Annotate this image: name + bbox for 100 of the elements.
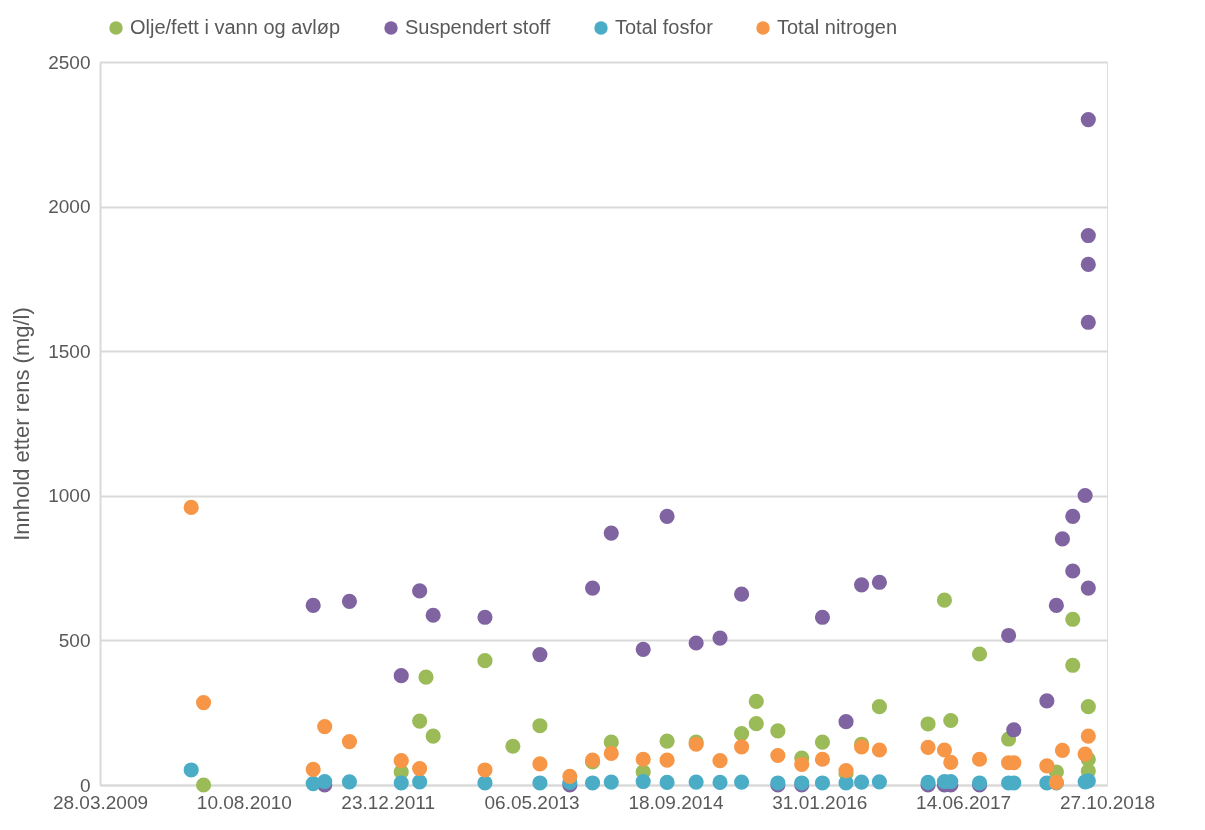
- point: [871, 774, 887, 790]
- point: [562, 768, 578, 784]
- point: [317, 719, 333, 735]
- point: [854, 577, 870, 593]
- point: [659, 508, 675, 524]
- y-tick-label: 500: [58, 629, 91, 651]
- x-tick-label: 18.09.2014: [628, 791, 724, 813]
- point: [393, 668, 409, 684]
- point: [195, 695, 212, 711]
- point: [1065, 611, 1081, 627]
- legend-label: Olje/fett i vann og avløp: [130, 16, 341, 38]
- point: [871, 699, 887, 715]
- point: [532, 647, 548, 663]
- point: [688, 774, 704, 790]
- point: [317, 773, 333, 790]
- point: [1065, 657, 1081, 673]
- point: [814, 775, 831, 791]
- point: [341, 774, 358, 790]
- point: [943, 754, 959, 771]
- point: [794, 756, 810, 773]
- x-tick-label: 23.12.2011: [341, 791, 436, 813]
- point: [1080, 111, 1096, 128]
- point: [734, 586, 750, 602]
- point: [477, 762, 493, 778]
- point: [532, 718, 548, 734]
- point: [770, 723, 786, 739]
- point: [1080, 728, 1096, 744]
- x-tick-label: 27.10.2018: [1059, 791, 1156, 813]
- point: [305, 761, 321, 777]
- point: [734, 774, 750, 790]
- point: [412, 774, 428, 790]
- point: [712, 630, 728, 646]
- point: [412, 760, 428, 777]
- point: [920, 716, 936, 732]
- point: [1080, 580, 1096, 596]
- point: [734, 725, 750, 742]
- point: [814, 734, 831, 750]
- point: [854, 774, 870, 790]
- point: [412, 583, 428, 599]
- y-tick-label: 1000: [48, 485, 91, 507]
- point: [920, 739, 936, 755]
- point: [1065, 508, 1081, 524]
- point: [603, 525, 619, 541]
- point: [1080, 314, 1096, 330]
- x-tick-label: 06.05.2013: [484, 791, 580, 813]
- point: [943, 712, 959, 729]
- point: [584, 775, 601, 791]
- point: [477, 609, 493, 625]
- x-tick-label: 14.06.2017: [916, 791, 1012, 813]
- y-axis-title: Innhold etter rens (mg/l): [9, 307, 35, 541]
- point: [505, 738, 521, 754]
- point: [712, 774, 728, 790]
- point: [1080, 256, 1096, 273]
- x-tick-label: 10.08.2010: [196, 791, 292, 813]
- point: [659, 733, 675, 749]
- x-tick-label: 31.01.2016: [772, 791, 868, 813]
- point: [1065, 563, 1081, 579]
- point: [635, 641, 651, 657]
- point: [393, 775, 409, 791]
- point: [425, 728, 441, 744]
- y-tick-label: 2000: [48, 196, 91, 218]
- point: [1054, 531, 1070, 547]
- point: [1077, 487, 1093, 504]
- point: [341, 734, 358, 750]
- point: [412, 713, 428, 729]
- point: [477, 775, 493, 791]
- point: [971, 751, 988, 767]
- point: [871, 742, 887, 758]
- point: [838, 714, 854, 730]
- point: [1039, 758, 1055, 774]
- point: [936, 592, 953, 608]
- point: [584, 580, 601, 596]
- y-tick-label: 2500: [48, 51, 91, 73]
- point: [183, 762, 199, 778]
- point: [936, 742, 953, 758]
- point: [418, 669, 434, 685]
- legend-label: Total nitrogen: [777, 16, 898, 38]
- point: [532, 775, 548, 791]
- point: [712, 753, 728, 769]
- y-tick-label: 1500: [48, 340, 91, 362]
- point: [1039, 693, 1055, 709]
- point: [635, 773, 651, 790]
- point: [305, 597, 321, 613]
- point: [1077, 746, 1093, 762]
- point: [688, 635, 704, 651]
- point: [1001, 627, 1017, 644]
- point: [748, 716, 764, 732]
- point: [971, 646, 988, 662]
- point: [603, 745, 619, 762]
- point: [734, 739, 750, 755]
- point: [183, 499, 199, 515]
- legend-label: Total fosfor: [615, 16, 714, 38]
- point: [770, 747, 786, 764]
- point: [393, 753, 409, 769]
- point: [871, 574, 887, 590]
- point: [1006, 722, 1022, 738]
- point: [659, 774, 675, 790]
- point: [1054, 742, 1070, 758]
- point: [659, 752, 675, 768]
- point: [748, 693, 764, 709]
